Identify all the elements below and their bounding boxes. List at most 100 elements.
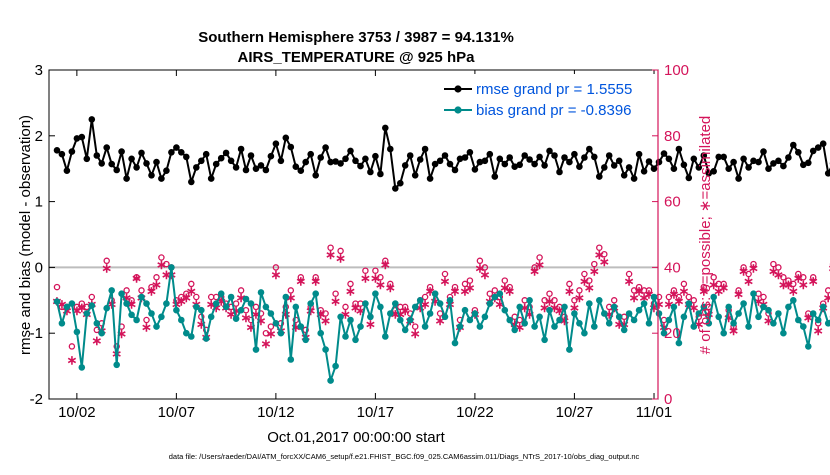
- rmse-point: [198, 158, 205, 165]
- rmse-point: [576, 163, 583, 170]
- rmse-point: [730, 159, 737, 166]
- bias-point: [148, 310, 155, 317]
- bias-point: [143, 300, 150, 307]
- rmse-point: [676, 146, 683, 153]
- bias-point: [745, 323, 752, 330]
- bias-point: [586, 300, 593, 307]
- bias-point: [497, 290, 504, 297]
- bias-point: [258, 289, 265, 296]
- bias-point: [790, 297, 797, 304]
- rmse-point: [805, 160, 812, 167]
- rmse-point: [462, 154, 469, 161]
- rmse-point: [387, 146, 394, 153]
- rmse-point: [128, 156, 135, 163]
- rmse-point: [681, 162, 688, 169]
- rmse-point: [218, 155, 225, 162]
- bias-point: [372, 290, 379, 297]
- legend-bias-label: bias grand pr = -0.8396: [476, 102, 632, 119]
- rmse-point: [596, 173, 603, 180]
- rmse-point: [671, 165, 678, 172]
- bias-point: [69, 300, 76, 307]
- bias-point: [735, 310, 742, 317]
- bias-point: [79, 364, 86, 371]
- rmse-point: [233, 164, 240, 171]
- rmse-point: [203, 151, 210, 158]
- bias-point: [770, 320, 777, 327]
- bias-point: [755, 314, 762, 321]
- bias-point: [198, 307, 205, 314]
- obs-assimilated-point: ∗: [141, 320, 152, 335]
- bias-point: [367, 314, 374, 321]
- bias-point: [248, 300, 255, 307]
- bias-point: [526, 297, 533, 304]
- bias-point: [820, 304, 827, 311]
- rmse-point: [283, 135, 290, 142]
- bias-point: [218, 290, 225, 297]
- bias-point: [442, 314, 449, 321]
- bias-point: [571, 310, 578, 317]
- bias-point: [780, 330, 787, 337]
- rmse-point: [322, 144, 329, 151]
- rmse-point: [606, 152, 613, 159]
- bias-point: [626, 310, 633, 317]
- bias-point: [133, 317, 140, 324]
- obs-assimilated-point: ∗: [599, 254, 610, 269]
- rmse-point: [546, 148, 553, 155]
- rmse-point: [362, 156, 369, 163]
- x-tick-label: 10/02: [58, 404, 96, 421]
- rmse-point: [536, 154, 543, 161]
- rmse-point: [531, 161, 538, 168]
- bias-point: [123, 300, 130, 307]
- rmse-point: [566, 159, 573, 166]
- rmse-point: [735, 175, 742, 182]
- rmse-point: [377, 171, 384, 178]
- rmse-point: [347, 148, 354, 155]
- rmse-point: [447, 161, 454, 168]
- rmse-point: [636, 151, 643, 158]
- rmse-point: [790, 142, 797, 149]
- rmse-point: [581, 154, 588, 161]
- obs-assimilated-point: ∗: [101, 260, 112, 275]
- rmse-point: [342, 156, 349, 163]
- bias-point: [168, 264, 175, 271]
- rmse-point: [586, 146, 593, 153]
- bias-point: [407, 317, 414, 324]
- bias-point: [437, 300, 444, 307]
- bias-point: [477, 323, 484, 330]
- rmse-point: [263, 167, 270, 174]
- rmse-point: [213, 161, 220, 168]
- bias-point: [54, 298, 61, 305]
- rmse-point: [298, 167, 305, 174]
- bias-point: [561, 304, 568, 311]
- bias-point: [342, 333, 349, 340]
- rmse-point: [780, 163, 787, 170]
- rmse-point: [472, 166, 479, 173]
- data-file-footer: data file: /Users/raeder/DAI/ATM_forcXX/…: [169, 452, 640, 461]
- rmse-point: [337, 160, 344, 167]
- y-tick-label-left: 2: [35, 128, 43, 145]
- bias-point: [233, 315, 240, 322]
- y-tick-label-right: 100: [664, 62, 689, 79]
- bias-point: [273, 320, 280, 327]
- rmse-point: [526, 156, 533, 163]
- bias-point: [551, 323, 558, 330]
- bias-point: [268, 310, 275, 317]
- rmse-point: [407, 152, 414, 159]
- bias-point: [98, 330, 105, 337]
- bias-point: [322, 346, 329, 353]
- bias-point: [302, 337, 309, 344]
- bias-point: [352, 337, 359, 344]
- x-tick-label: 10/27: [556, 404, 594, 421]
- rmse-point: [64, 167, 71, 174]
- bias-point: [412, 304, 419, 311]
- bias-point: [531, 323, 538, 330]
- bias-point: [487, 300, 494, 307]
- legend-rmse-marker: [454, 85, 461, 92]
- bias-point: [447, 297, 454, 304]
- rmse-point: [288, 144, 295, 151]
- rmse-point: [656, 159, 663, 166]
- obs-assimilated-point: ∗: [464, 280, 475, 295]
- legend: rmse grand pr = 1.5555 bias grand pr = -…: [438, 74, 656, 120]
- rmse-point: [312, 172, 319, 179]
